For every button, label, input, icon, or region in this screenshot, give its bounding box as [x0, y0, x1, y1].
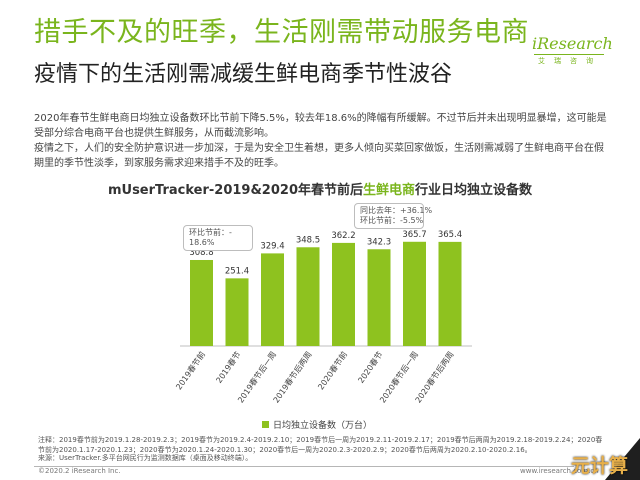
chart-legend: 日均独立设备数（万台） [262, 418, 372, 431]
footer-divider [34, 466, 574, 467]
callout-2019-line1: 环比节前：- [189, 228, 232, 237]
chart-title: mUserTracker-2019&2020年春节前后生鲜电商行业日均独立设备数 [0, 179, 640, 198]
bar-5 [367, 249, 391, 346]
bar-value-label-2: 329.4 [260, 241, 284, 251]
watermark: 元计算 [571, 455, 629, 477]
callout-2019-line2: 18.6% [189, 238, 215, 247]
footer-copyright: ©2020.2 iResearch Inc. [38, 467, 121, 475]
legend-swatch [262, 421, 269, 428]
x-tick-label-1: 2019春节 [214, 349, 243, 385]
logo-text: iResearch [532, 34, 613, 53]
bar-value-label-3: 348.5 [296, 235, 320, 245]
chart-title-prefix: mUserTracker-2019&2020年春节前后 [107, 183, 363, 198]
bar-value-label-6: 365.7 [402, 230, 426, 240]
paragraph-2: 疫情之下，人们的安全防护意识进一步加深，于是为安全卫生着想，更多人倾向买菜回家做… [34, 143, 604, 169]
source-text: 来源：UserTracker.多平台网民行为监测数据库（桌面及移动终端）。 [38, 454, 253, 462]
x-tick-label-2: 2019春节后一周 [235, 349, 278, 404]
bar-0 [190, 259, 213, 346]
callout-2020-line2: 环比节前：-5.5% [360, 216, 424, 225]
chart-title-suffix: 行业日均独立设备数 [415, 183, 533, 198]
page-subtitle: 疫情下的生活刚需减缓生鲜电商季节性波谷 [34, 62, 453, 87]
bar-value-label-5: 342.3 [367, 237, 391, 247]
bar-1 [225, 278, 249, 346]
page-title: 措手不及的旺季，生活刚需带动服务电商 [34, 17, 529, 48]
callout-2020-line1: 同比去年：+36.1% [360, 206, 433, 215]
footer-site: www.iresearch.com.cn [520, 467, 599, 475]
bar-6 [403, 241, 426, 346]
x-tick-label-7: 2020春节后两周 [413, 349, 456, 404]
legend-label: 日均独立设备数（万台） [273, 421, 373, 431]
chart-title-highlight: 生鲜电商 [363, 183, 416, 198]
x-tick-label-0: 2019春节前 [174, 349, 208, 391]
callout-2020: 同比去年：+36.1% 环比节前：-5.5% [354, 203, 433, 229]
x-tick-label-4: 2020春节前 [316, 349, 350, 391]
bar-3 [296, 247, 320, 346]
x-tick-label-5: 2020春节 [356, 349, 385, 385]
bar-4 [332, 242, 355, 346]
logo-subtext: 艾瑞咨询 [538, 57, 602, 65]
note-text: 注释：2019春节前为2019.1.28-2019.2.3；2019春节为201… [38, 436, 603, 454]
bar-7 [438, 241, 462, 346]
iresearch-logo: iResearch 艾瑞咨询 [528, 32, 613, 72]
bar-value-label-7: 365.4 [438, 230, 462, 240]
x-tick-label-3: 2019春节后两周 [271, 349, 314, 404]
logo-rule [534, 54, 604, 55]
x-tick-label-6: 2020春节后一周 [377, 349, 420, 404]
bar-value-label-4: 362.2 [331, 231, 355, 241]
paragraph-1: 2020年春节生鲜电商日均独立设备数环比节前下降5.5%，较去年18.6%的降幅… [34, 113, 607, 139]
callout-2019: 环比节前：- 18.6% [183, 225, 253, 251]
bar-value-label-0: 308.8 [189, 248, 213, 258]
bar-2 [261, 253, 284, 346]
bar-value-label-1: 251.4 [225, 266, 249, 276]
